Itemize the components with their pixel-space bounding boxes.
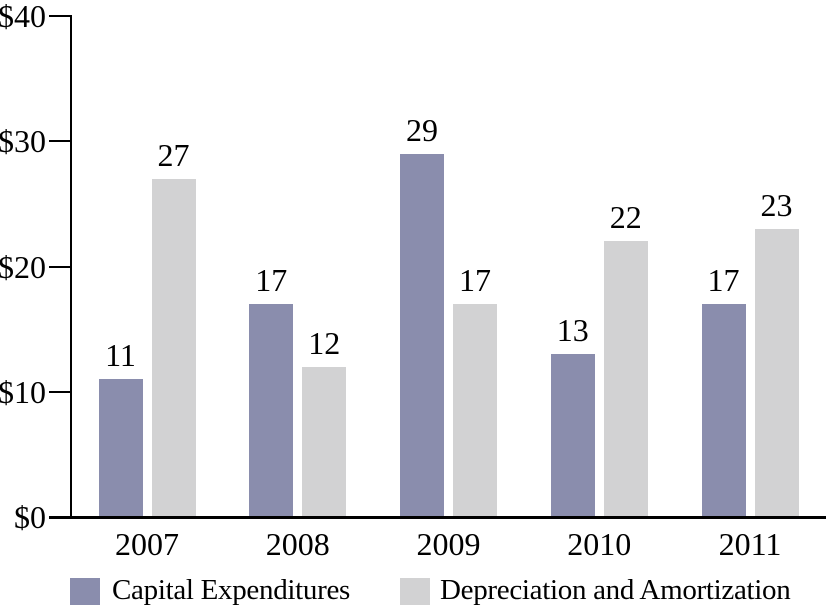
y-axis-tick-label-40: $40 — [0, 0, 46, 34]
y-axis-tick-40 — [49, 15, 70, 17]
bar-value-label-capital-expenditures-2009: 29 — [406, 112, 438, 148]
bar-depreciation-and-amortization-2011 — [754, 229, 799, 517]
bar-value-label-depreciation-and-amortization-2008: 12 — [308, 325, 341, 361]
bar-value-label-depreciation-and-amortization-2011: 23 — [760, 187, 793, 223]
bar-capital-expenditures-2009 — [400, 154, 444, 517]
y-axis-tick-10 — [49, 390, 70, 393]
legend-label-capital-expenditures: Capital Expenditures — [112, 574, 351, 606]
bar-value-label-capital-expenditures-2011: 17 — [707, 262, 740, 298]
y-axis-tick-label-20: $20 — [0, 248, 46, 285]
bar-capital-expenditures-2008 — [249, 304, 294, 517]
x-axis-label-2007: 2007 — [115, 526, 179, 562]
bar-depreciation-and-amortization-2010 — [603, 241, 648, 517]
legend-swatch-capital-expenditures — [70, 578, 100, 605]
bar-value-label-capital-expenditures-2010: 13 — [556, 312, 589, 348]
legend-label-depreciation-and-amortization: Depreciation and Amortization — [440, 574, 791, 606]
bar-depreciation-and-amortization-2007 — [151, 179, 196, 517]
bar-capital-expenditures-2007 — [98, 379, 143, 517]
bar-value-label-capital-expenditures-2008: 17 — [255, 262, 288, 298]
bar-value-label-depreciation-and-amortization-2007: 27 — [157, 137, 190, 173]
bar-value-label-depreciation-and-amortization-2009: 17 — [459, 262, 491, 298]
y-axis-tick-label-10: $10 — [0, 373, 46, 410]
y-axis-tick-30 — [49, 140, 70, 143]
x-axis-label-2008: 2008 — [265, 526, 330, 562]
x-axis-label-2011: 2011 — [718, 526, 782, 562]
y-axis-tick-label-0: $0 — [14, 499, 46, 535]
bar-value-label-depreciation-and-amortization-2010: 22 — [609, 199, 642, 235]
x-axis-line — [49, 516, 826, 519]
bar-depreciation-and-amortization-2009 — [453, 304, 497, 517]
x-axis-label-2010: 2010 — [567, 526, 632, 562]
y-axis-line — [70, 15, 72, 518]
y-axis-tick-label-30: $30 — [0, 123, 46, 160]
bar-depreciation-and-amortization-2008 — [302, 367, 347, 517]
bar-capital-expenditures-2010 — [550, 354, 595, 517]
bar-capital-expenditures-2011 — [701, 304, 746, 517]
y-axis-tick-20 — [49, 265, 70, 268]
x-axis-label-2009: 2009 — [416, 526, 481, 562]
legend-swatch-depreciation-and-amortization — [400, 578, 430, 605]
bar-value-label-capital-expenditures-2007: 11 — [105, 337, 136, 373]
